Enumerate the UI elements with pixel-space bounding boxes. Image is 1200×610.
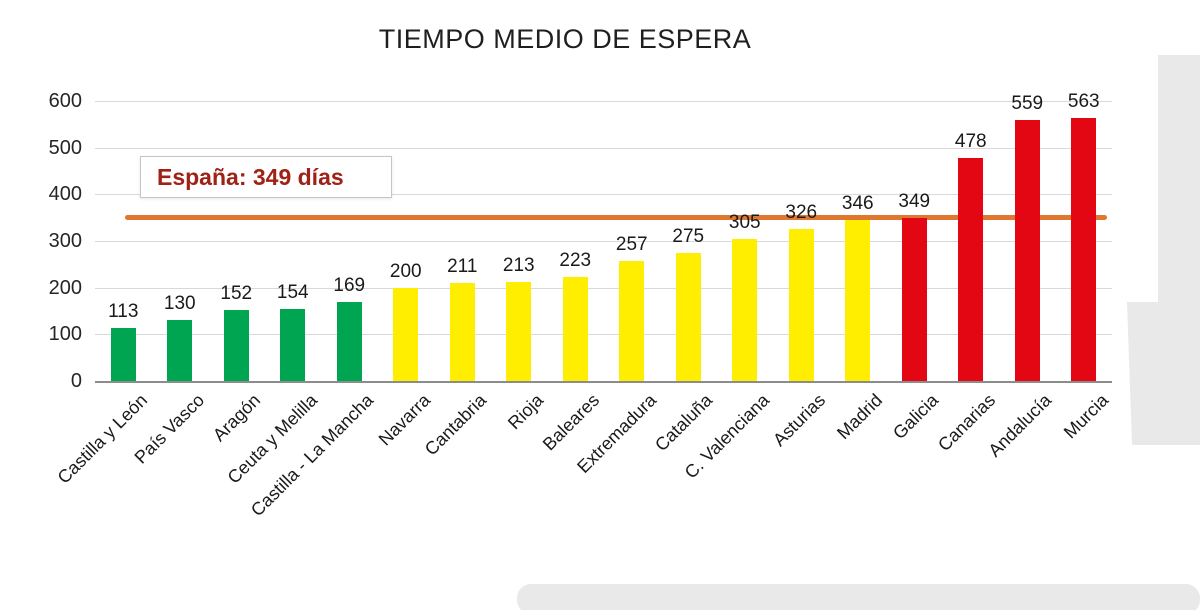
bar-murcia	[1071, 118, 1097, 381]
reference-label-box: España: 349 días	[140, 156, 392, 198]
y-axis-tick-label: 300	[48, 230, 82, 252]
y-axis-tick-label: 100	[48, 323, 82, 346]
x-axis-line	[95, 381, 1112, 383]
bar-value-label: 200	[389, 260, 422, 282]
reference-line	[125, 215, 1107, 221]
bar-andalucia	[1014, 120, 1040, 381]
bar-value-label: 349	[898, 191, 931, 213]
bar-castilla-y-leon	[110, 328, 136, 381]
y-axis-tick-label: 500	[48, 136, 82, 159]
bar-value-label: 211	[447, 255, 478, 277]
gridline-300	[95, 241, 1112, 242]
bar-value-label: 346	[841, 192, 874, 214]
bar-value-label: 113	[108, 301, 139, 323]
bar-value-label: 223	[559, 249, 592, 271]
bar-value-label: 213	[502, 254, 535, 276]
bar-value-label: 559	[1011, 93, 1044, 115]
bar-value-label: 130	[163, 293, 196, 315]
bar-baleares	[562, 276, 588, 381]
bar-value-label: 563	[1067, 91, 1100, 113]
bar-pais-vasco	[167, 320, 193, 381]
bar-value-label: 305	[728, 211, 761, 233]
bar-cataluna	[675, 252, 701, 381]
bar-value-label: 154	[276, 282, 309, 304]
bar-rioja	[506, 281, 532, 381]
bar-navarra	[393, 287, 419, 381]
y-axis-tick-label: 400	[48, 183, 82, 206]
bar-castilla-la-mancha	[336, 302, 362, 381]
bar-extremadura	[619, 261, 645, 381]
y-axis-tick-label: 0	[70, 370, 82, 392]
chart-title: TIEMPO MEDIO DE ESPERA	[378, 24, 752, 54]
gridline-200	[95, 287, 1112, 289]
bar-value-label: 275	[672, 225, 705, 247]
gridline-500	[95, 147, 1112, 149]
bar-value-label: 169	[333, 275, 366, 297]
gridline-400	[95, 194, 1112, 196]
gridline-600	[95, 101, 1112, 102]
bar-aragon	[223, 310, 249, 381]
bar-canarias	[958, 157, 984, 381]
bar-value-label: 478	[954, 130, 987, 152]
bar-ceuta-y-melilla	[280, 309, 306, 381]
y-axis-tick-label: 200	[48, 276, 82, 299]
bar-value-label: 326	[785, 201, 818, 223]
reference-label: España: 349 días	[157, 163, 344, 190]
bar-value-label: 257	[615, 234, 648, 256]
bar-cantabria	[449, 282, 475, 381]
bar-asturias	[788, 228, 814, 381]
bar-madrid	[845, 219, 871, 381]
bar-c-valenciana	[732, 238, 758, 381]
y-axis-tick-label: 600	[48, 90, 82, 112]
bar-value-label: 152	[220, 283, 253, 305]
gridline-100	[95, 334, 1112, 336]
bar-galicia	[901, 218, 927, 381]
